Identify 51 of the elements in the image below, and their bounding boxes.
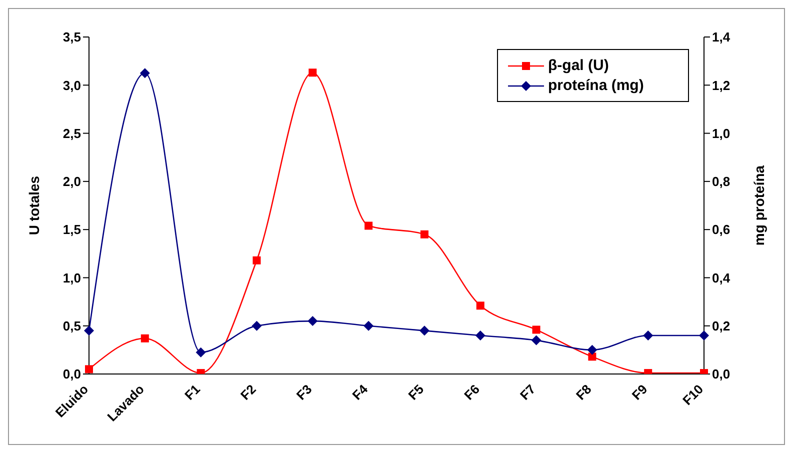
- point: [476, 302, 484, 310]
- point: [587, 344, 598, 355]
- y2-tick-label: 1,0: [712, 126, 730, 141]
- point: [252, 320, 262, 331]
- y2-axis-title: mg proteína: [750, 165, 767, 246]
- y2-tick-label: 0,4: [712, 270, 731, 286]
- y-tick-label: 2,0: [62, 174, 81, 190]
- y2-tick-label: 0,2: [712, 318, 730, 334]
- y2-tick-label: 1,2: [712, 78, 730, 93]
- y-tick-label: 1,0: [62, 270, 81, 286]
- y2-tick-label: 0,8: [712, 174, 730, 190]
- y2-tick-label: 0,0: [712, 366, 730, 382]
- point: [196, 347, 206, 358]
- y-tick-label: 3,0: [62, 78, 81, 93]
- point: [588, 352, 596, 361]
- point: [140, 68, 150, 78]
- x-tick-label: F7: [517, 382, 538, 403]
- point: [420, 230, 428, 238]
- x-tick-label: F6: [461, 382, 482, 403]
- x-tick-label: F4: [349, 380, 372, 403]
- point: [532, 326, 540, 334]
- point: [85, 365, 93, 374]
- point: [531, 335, 542, 346]
- y-tick-label: 3,5: [62, 30, 81, 45]
- y-tick-label: 2,5: [62, 126, 81, 141]
- point: [475, 330, 486, 340]
- point: [699, 330, 709, 340]
- y-axis-title: U totales: [26, 176, 42, 236]
- legend-label: proteína (mg): [548, 77, 644, 94]
- y-tick-label: 0,5: [62, 318, 81, 334]
- point: [364, 222, 373, 230]
- y2-tick-label: 0,6: [712, 222, 730, 238]
- x-tick-label: F3: [293, 382, 315, 403]
- x-tick-label: F10: [680, 382, 706, 408]
- point: [84, 326, 94, 336]
- point: [308, 316, 318, 326]
- x-tick-label: F1: [182, 382, 203, 403]
- y2-tick-label: 1,4: [712, 30, 731, 45]
- x-tick-label: F8: [572, 382, 594, 403]
- x-tick-label: F2: [238, 382, 259, 403]
- x-tick-label: F9: [628, 382, 650, 403]
- y-tick-label: 0,0: [62, 366, 81, 382]
- legend-label: β-gal (U): [548, 57, 609, 74]
- point: [308, 68, 317, 77]
- point: [140, 334, 149, 342]
- y-tick-label: 1,5: [62, 222, 81, 238]
- point: [419, 326, 430, 336]
- x-tick-label: F5: [405, 382, 427, 403]
- point: [364, 320, 374, 331]
- point: [643, 330, 654, 340]
- point: [252, 256, 261, 264]
